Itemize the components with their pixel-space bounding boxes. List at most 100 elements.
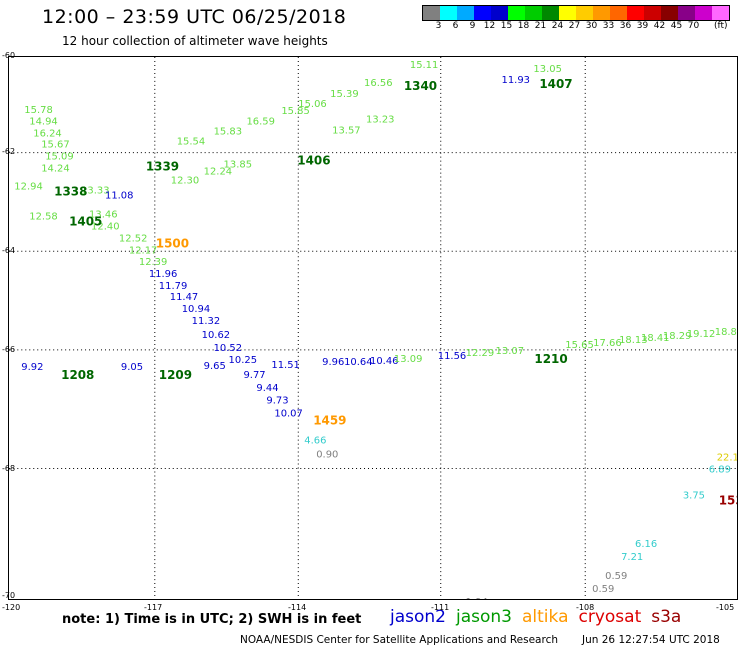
- wave-height-value: 10.64: [344, 357, 373, 368]
- generation-timestamp: Jun 26 12:27:54 UTC 2018: [582, 634, 720, 646]
- color-swatch: [474, 6, 491, 20]
- wave-height-value: 0.59: [592, 584, 614, 595]
- legend-jason3: jason3: [456, 607, 512, 627]
- wave-height-value: 13.57: [332, 126, 361, 137]
- wave-height-value: 11.08: [105, 190, 133, 201]
- color-swatch: [695, 6, 712, 20]
- color-swatch: [712, 6, 729, 20]
- wave-height-value: 0.59: [605, 571, 627, 582]
- wave-height-value: 15.78: [24, 105, 53, 116]
- wave-height-value: 12.24: [204, 167, 233, 178]
- credit-line: NOAA/NESDIS Center for Satellite Applica…: [240, 634, 558, 646]
- pass-time-label: 1210: [534, 352, 567, 366]
- wave-height-value: 6.16: [635, 539, 657, 550]
- wave-height-value: 9.96: [322, 357, 344, 368]
- wave-height-value: 15.39: [330, 89, 359, 100]
- color-tick-label: 24: [551, 21, 564, 31]
- longitude-axis-label: -114: [288, 603, 307, 612]
- color-tick-label: 21: [534, 21, 547, 31]
- color-swatch: [627, 6, 644, 20]
- wave-height-value: 11.51: [271, 360, 300, 371]
- map-title: 12:00 – 23:59 UTC 06/25/2018: [42, 6, 347, 28]
- wave-height-value: 15.65: [565, 340, 594, 351]
- longitude-axis-label: -108: [576, 603, 595, 612]
- wave-height-value: 19.12: [687, 329, 716, 340]
- wave-height-value: 15.11: [410, 60, 439, 71]
- wave-height-value: 9.77: [243, 370, 265, 381]
- wave-height-value: 7.21: [621, 552, 643, 563]
- wave-height-value: 9.73: [266, 396, 288, 407]
- wave-height-value: 10.46: [370, 356, 399, 367]
- wave-height-value: 11.32: [192, 316, 221, 327]
- wave-height-value: 4.66: [304, 436, 326, 447]
- satellite-legend: jason2 jason3 altika cryosat s3a: [390, 607, 691, 627]
- wave-height-value: 18.83: [715, 327, 738, 338]
- latitude-axis-label: -66: [2, 345, 16, 354]
- wave-height-value: 15.83: [214, 127, 242, 138]
- wave-height-value: 10.07: [274, 409, 303, 420]
- wave-height-value: 14.94: [29, 117, 57, 128]
- color-swatch: [678, 6, 695, 20]
- longitude-axis-label: -117: [144, 603, 163, 612]
- wave-height-value: 11.56: [438, 351, 467, 362]
- wave-height-value: 18.41: [641, 333, 670, 344]
- pass-time-label: 153: [719, 493, 738, 507]
- color-tick-label: 12: [483, 21, 496, 31]
- pass-time-label: 1338: [54, 184, 87, 198]
- wave-height-value: 13.23: [366, 115, 395, 126]
- color-tick-label: 33: [602, 21, 615, 31]
- color-tick-label: 39: [636, 21, 649, 31]
- color-swatch: [491, 6, 508, 20]
- wave-height-value: 14.24: [41, 164, 69, 175]
- color-tick-label: 36: [619, 21, 632, 31]
- color-swatch: [593, 6, 610, 20]
- wave-height-value: 12.40: [91, 221, 119, 232]
- pass-time-label: 1340: [404, 79, 437, 93]
- wave-height-value: 13.46: [89, 209, 118, 220]
- latitude-axis-label: -62: [2, 147, 16, 156]
- pass-time-label: 1407: [539, 77, 572, 91]
- pass-time-label: 1209: [159, 368, 192, 382]
- wave-height-value: 12.52: [119, 233, 148, 244]
- wave-height-value: 17.66: [593, 338, 622, 349]
- wave-height-value: 12.17: [129, 245, 158, 256]
- wave-height-value: 9.44: [256, 383, 278, 394]
- pass-time-label: 1406: [297, 154, 330, 168]
- wave-height-value: 3.75: [683, 490, 705, 501]
- pass-time-label: 1500: [156, 236, 189, 250]
- wave-height-value: 12.94: [14, 182, 43, 193]
- longitude-axis-label: -120: [2, 603, 21, 612]
- wave-height-value: 9.92: [21, 362, 43, 373]
- color-tick-label: 30: [585, 21, 598, 31]
- color-scale-unit: (ft): [714, 21, 728, 31]
- color-swatch: [644, 6, 661, 20]
- color-tick-label: 3: [435, 21, 442, 31]
- wave-height-value: 16.59: [246, 117, 275, 128]
- color-tick-label: 18: [517, 21, 530, 31]
- color-tick-label: 70: [687, 21, 700, 31]
- wave-height-value: 15.06: [298, 99, 327, 110]
- wave-height-value: 11.93: [502, 75, 531, 86]
- color-scale-bar: [422, 5, 730, 21]
- color-swatch: [610, 6, 627, 20]
- wave-height-value: 6.89: [709, 464, 731, 475]
- color-tick-label: 45: [670, 21, 683, 31]
- color-swatch: [542, 6, 559, 20]
- pass-time-label: 1339: [146, 160, 179, 174]
- latitude-axis-label: -68: [2, 464, 16, 473]
- wave-height-value: 13.09: [394, 354, 423, 365]
- color-tick-label: 15: [500, 21, 513, 31]
- color-swatch: [508, 6, 525, 20]
- latitude-axis-label: -60: [2, 51, 16, 60]
- wave-height-value: 15.85: [281, 106, 310, 117]
- longitude-axis-label: -111: [431, 603, 450, 612]
- wave-height-value: 12.58: [29, 211, 57, 222]
- wave-height-value: 10.52: [214, 343, 242, 354]
- wave-height-value: 11.96: [149, 269, 178, 280]
- color-swatch: [423, 6, 440, 20]
- legend-s3a: s3a: [651, 607, 682, 627]
- wave-height-value: 15.67: [41, 140, 69, 151]
- color-swatch: [457, 6, 474, 20]
- wave-height-value: 16.56: [364, 78, 393, 89]
